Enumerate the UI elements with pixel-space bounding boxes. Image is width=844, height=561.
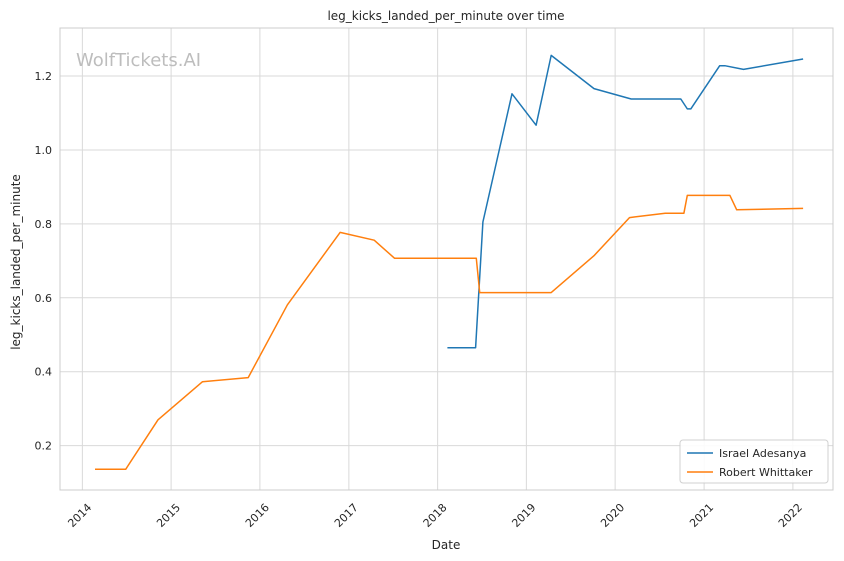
legend-box: [679, 439, 829, 484]
series-line-robert-whittaker: [95, 194, 804, 471]
chart-title: leg_kicks_landed_per_minute over time: [327, 9, 564, 23]
legend-label-robert-whittaker: Robert Whittaker: [719, 466, 813, 479]
watermark: WolfTickets.AI: [76, 50, 201, 71]
x-axis-label: Date: [432, 538, 461, 552]
x-tick-label: 2022: [776, 501, 805, 530]
x-tick-label: 2019: [509, 501, 538, 530]
y-tick-label: 0.6: [35, 292, 53, 305]
y-axis-label: leg_kicks_landed_per_minute: [9, 174, 23, 350]
y-tick-label: 1.0: [35, 144, 53, 157]
x-tick-label: 2017: [332, 501, 361, 530]
x-tick-label: 2018: [421, 501, 450, 530]
x-tick-label: 2015: [154, 501, 183, 530]
series-line-israel-adesanya: [447, 54, 804, 349]
x-tick-label: 2020: [598, 501, 627, 530]
x-tick-label: 2016: [243, 501, 272, 530]
legend-label-israel-adesanya: Israel Adesanya: [719, 447, 806, 460]
x-tick-label: 2014: [65, 501, 94, 530]
y-tick-label: 0.4: [35, 366, 53, 379]
x-tick-label: 2021: [687, 501, 716, 530]
y-tick-label: 0.8: [35, 218, 53, 231]
series-lines: [95, 54, 804, 471]
y-tick-label: 1.2: [35, 70, 53, 83]
legend: Israel Adesanya Robert Whittaker: [679, 439, 829, 484]
y-tick-label: 0.2: [35, 440, 53, 453]
plot-frame: [59, 27, 834, 491]
x-axis-ticks: 2014 2015 2016 2017 2018 2019 2020 2021 2022: [65, 501, 804, 530]
y-axis-ticks: 0.2 0.4 0.6 0.8 1.0 1.2: [35, 70, 53, 453]
